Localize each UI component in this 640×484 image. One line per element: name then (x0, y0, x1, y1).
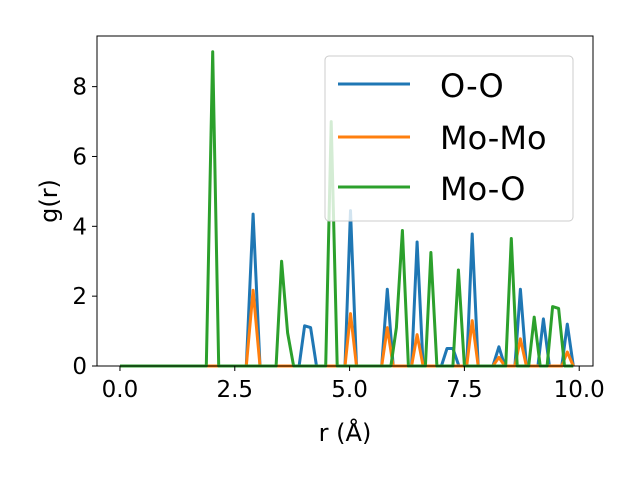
y-tick-label: 8 (72, 75, 87, 101)
legend-box (324, 55, 574, 222)
legend-label-mo-mo: Mo-Mo (440, 119, 547, 157)
axes-frame (96, 35, 594, 367)
legend-label-mo-o: Mo-O (440, 170, 525, 208)
y-tick-label: 4 (72, 214, 87, 240)
x-tick-label: 7.5 (446, 377, 483, 403)
y-axis-label: g(r) (35, 179, 63, 223)
y-axis-ticks: 0 2 4 6 8 (72, 75, 97, 380)
y-tick-label: 2 (72, 284, 87, 310)
x-axis-label: r (Å) (319, 418, 372, 447)
x-tick-label: 2.5 (216, 377, 253, 403)
x-tick-label: 0.0 (102, 377, 139, 403)
y-tick-label: 6 (72, 144, 87, 170)
legend: O-O Mo-Mo Mo-O (324, 55, 574, 222)
x-tick-label: 10.0 (554, 377, 605, 403)
x-axis-ticks: 0.0 2.5 5.0 7.5 10.0 (102, 366, 605, 403)
legend-label-o-o: O-O (440, 67, 504, 105)
x-tick-label: 5.0 (331, 377, 368, 403)
y-tick-label: 0 (72, 354, 87, 380)
series-line-mo-o (120, 50, 574, 368)
